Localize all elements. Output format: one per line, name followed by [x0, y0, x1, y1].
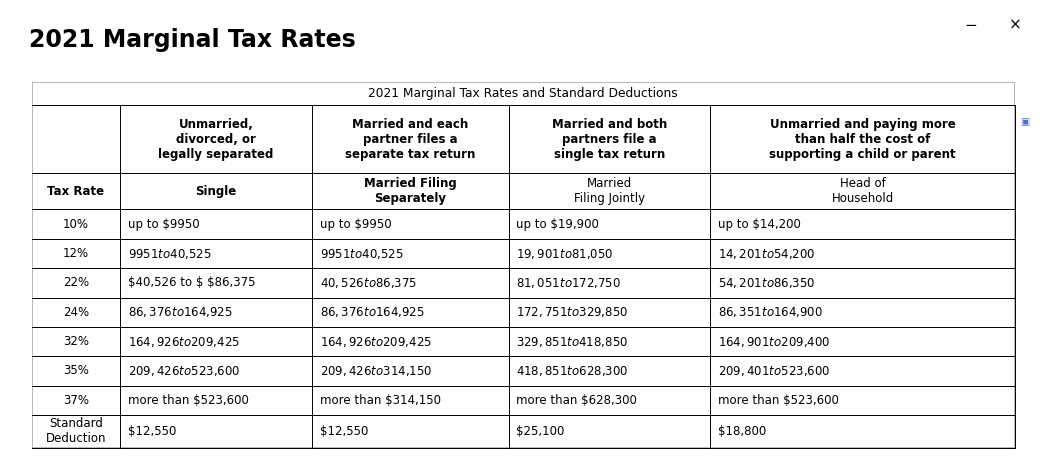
Text: up to $9950: up to $9950	[320, 218, 391, 231]
Text: $12,550: $12,550	[128, 425, 177, 438]
Text: more than $628,300: more than $628,300	[517, 394, 638, 407]
Text: $12,550: $12,550	[320, 425, 368, 438]
Text: $40,526 to $ $86,375: $40,526 to $ $86,375	[128, 276, 256, 289]
Text: $164,926 to $209,425: $164,926 to $209,425	[320, 335, 431, 349]
Text: more than $314,150: more than $314,150	[320, 394, 441, 407]
Text: Head of
Household: Head of Household	[831, 177, 894, 205]
Text: $329,851 to $418,850: $329,851 to $418,850	[517, 335, 629, 349]
Text: $86,351 to $164,900: $86,351 to $164,900	[719, 305, 823, 319]
Text: $81,051 to $172,750: $81,051 to $172,750	[517, 276, 622, 290]
Text: 2021 Marginal Tax Rates: 2021 Marginal Tax Rates	[29, 28, 356, 52]
Text: Married Filing
Separately: Married Filing Separately	[364, 177, 457, 205]
Text: $14,201 to $54,200: $14,201 to $54,200	[719, 246, 815, 260]
Text: $418,851 to $628,300: $418,851 to $628,300	[517, 364, 629, 378]
Text: 32%: 32%	[63, 335, 88, 348]
Text: more than $523,600: more than $523,600	[719, 394, 839, 407]
Text: $172,751 to $329,850: $172,751 to $329,850	[517, 305, 629, 319]
Text: 2021 Marginal Tax Rates and Standard Deductions: 2021 Marginal Tax Rates and Standard Ded…	[368, 87, 679, 100]
Text: $18,800: $18,800	[719, 425, 766, 438]
Text: Standard
Deduction: Standard Deduction	[45, 417, 106, 446]
Text: more than $523,600: more than $523,600	[128, 394, 249, 407]
Text: 24%: 24%	[63, 306, 88, 319]
Text: 37%: 37%	[63, 394, 88, 407]
Text: 35%: 35%	[63, 364, 88, 377]
Text: $19,901 to $81,050: $19,901 to $81,050	[517, 246, 614, 260]
Text: Unmarried,
divorced, or
legally separated: Unmarried, divorced, or legally separate…	[158, 117, 274, 160]
Text: Married and each
partner files a
separate tax return: Married and each partner files a separat…	[345, 117, 476, 160]
Text: $9951 to $40,525: $9951 to $40,525	[128, 246, 211, 260]
Text: Unmarried and paying more
than half the cost of
supporting a child or parent: Unmarried and paying more than half the …	[769, 117, 956, 160]
Text: $164,926 to $209,425: $164,926 to $209,425	[128, 335, 240, 349]
Text: $40,526 to $86,375: $40,526 to $86,375	[320, 276, 417, 290]
Text: $86,376 to $164,925: $86,376 to $164,925	[128, 305, 232, 319]
Text: $209,426 to $314,150: $209,426 to $314,150	[320, 364, 432, 378]
Text: 12%: 12%	[63, 247, 88, 260]
Text: Tax Rate: Tax Rate	[47, 185, 104, 198]
Text: Married and both
partners file a
single tax return: Married and both partners file a single …	[552, 117, 667, 160]
Text: $25,100: $25,100	[517, 425, 565, 438]
Text: $9951 to $40,525: $9951 to $40,525	[320, 246, 404, 260]
Text: $86,376 to $164,925: $86,376 to $164,925	[320, 305, 424, 319]
Text: $209,426 to $523,600: $209,426 to $523,600	[128, 364, 240, 378]
Text: −: −	[965, 18, 977, 32]
Text: $209,401 to $523,600: $209,401 to $523,600	[719, 364, 830, 378]
Text: 22%: 22%	[63, 276, 88, 289]
Text: up to $14,200: up to $14,200	[719, 218, 801, 231]
Text: $164,901 to $209,400: $164,901 to $209,400	[719, 335, 830, 349]
Text: $54,201 to $86,350: $54,201 to $86,350	[719, 276, 815, 290]
Text: Married
Filing Jointly: Married Filing Jointly	[574, 177, 645, 205]
Text: up to $9950: up to $9950	[128, 218, 200, 231]
Text: Single: Single	[196, 185, 237, 198]
Text: ▣: ▣	[1020, 117, 1029, 128]
Text: 10%: 10%	[63, 218, 88, 231]
Text: up to $19,900: up to $19,900	[517, 218, 600, 231]
Text: ×: ×	[1009, 18, 1021, 32]
